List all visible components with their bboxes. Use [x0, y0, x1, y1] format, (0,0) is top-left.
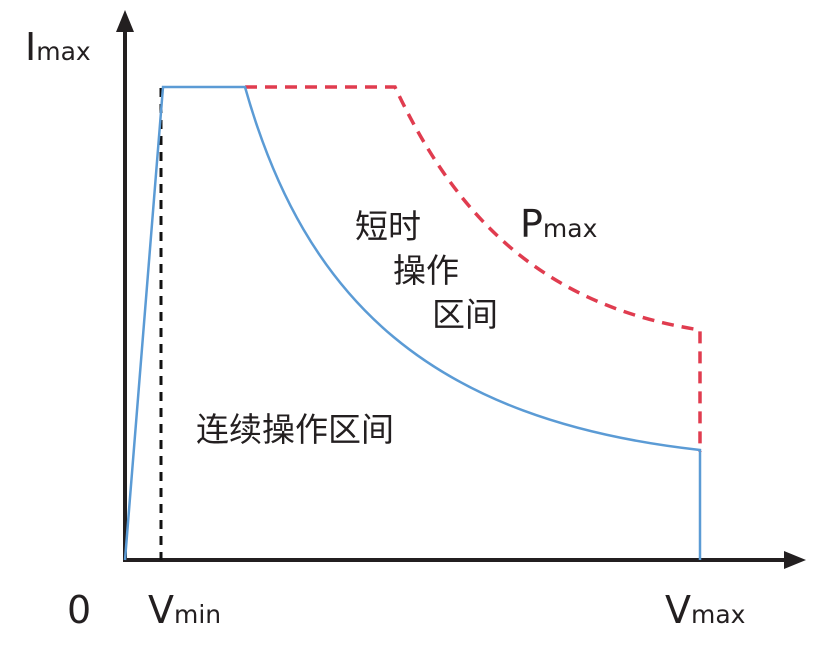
x-axis-arrow [784, 551, 806, 569]
x-tick-v-max: Vmax [665, 588, 745, 632]
short-time-region-line2: 操作 [393, 251, 459, 290]
p-max-boundary [245, 85, 702, 452]
x-tick-v-min: Vmin [148, 588, 221, 632]
p-max-label-sub: max [543, 214, 597, 243]
x-tick-v-min-main: V [148, 588, 174, 632]
y-axis-arrow [116, 10, 134, 32]
continuous-region-label: 连续操作区间 [196, 410, 394, 449]
p-max-label: Pmax [520, 202, 597, 246]
y-axis-label-sub: max [36, 37, 90, 66]
short-time-region-line3: 区间 [432, 295, 498, 334]
origin-label: 0 [67, 588, 91, 632]
x-tick-v-min-sub: min [174, 600, 221, 629]
x-tick-v-max-sub: max [691, 600, 745, 629]
x-tick-v-max-main: V [665, 588, 691, 632]
y-axis-label-main: I [25, 25, 36, 69]
continuous-boundary [123, 85, 702, 561]
short-time-region-line1: 短时 [355, 207, 421, 246]
y-axis-label: Imax [25, 25, 91, 69]
p-max-label-main: P [520, 202, 543, 246]
